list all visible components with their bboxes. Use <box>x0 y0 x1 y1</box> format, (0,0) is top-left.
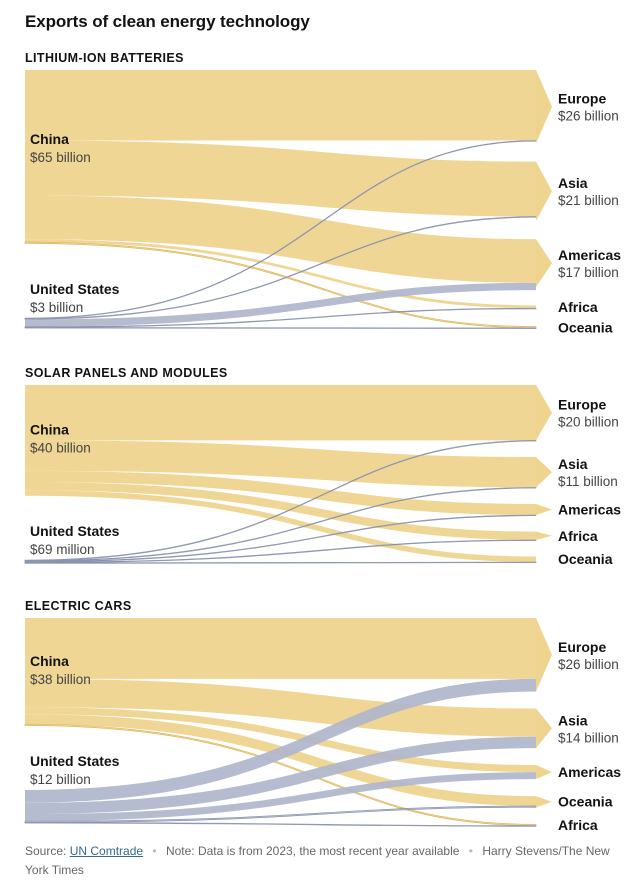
target-value: $14 billion <box>558 730 619 745</box>
flow-china-to-europe <box>25 618 536 679</box>
target-label: Europe <box>558 639 606 655</box>
target-label: Asia <box>558 456 588 472</box>
target-value: $17 billion <box>558 265 619 280</box>
flow-china-to-asia <box>25 678 536 737</box>
target-value: $26 billion <box>558 657 619 672</box>
flow-china-to-africa <box>25 481 536 540</box>
chart-panel: LITHIUM-ION BATTERIES China $65 billion Uni… <box>24 51 621 335</box>
source-label: United States <box>30 523 120 539</box>
target-arrow <box>536 503 552 516</box>
target-arrow <box>536 708 552 749</box>
flow-united-states-to-asia <box>24 487 537 562</box>
flow-united-states-to-oceania <box>24 327 537 329</box>
panel-title: SOLAR PANELS AND MODULES <box>25 366 228 380</box>
flow-china-to-americas <box>25 707 536 773</box>
flow-united-states-to-africa <box>24 307 537 328</box>
source-value: $38 billion <box>30 672 91 687</box>
target-label: Oceania <box>558 319 613 335</box>
target-value: $20 billion <box>558 415 619 430</box>
flow-china-to-americas <box>25 195 536 283</box>
source-value: $69 million <box>30 542 95 557</box>
target-value: $11 billion <box>558 474 618 489</box>
chart-title: Exports of clean energy technology <box>25 12 310 31</box>
chart-panel: ELECTRIC CARS China $38 billion United Stat… <box>24 599 621 833</box>
flow-china-to-oceania <box>25 714 536 806</box>
target-label: Africa <box>558 817 598 833</box>
source-link[interactable]: UN Comtrade <box>69 844 144 858</box>
source-label: China <box>30 653 69 669</box>
source-value: $12 billion <box>30 772 91 787</box>
flow-china-to-europe <box>25 70 536 141</box>
flow-united-states-to-americas <box>24 514 537 563</box>
target-label: Americas <box>558 502 621 518</box>
target-arrow <box>536 161 552 221</box>
target-label: Europe <box>558 91 606 107</box>
flow-united-states-to-oceania <box>24 561 537 564</box>
flow-china-to-europe <box>25 385 536 441</box>
flow-china-to-americas <box>25 470 536 516</box>
target-arrow <box>536 456 552 488</box>
target-label: Africa <box>558 528 598 544</box>
target-label: Americas <box>558 764 621 780</box>
target-arrow <box>536 70 552 144</box>
separator-dot: • <box>152 844 157 858</box>
target-label: Europe <box>558 397 606 413</box>
panel-title: LITHIUM-ION BATTERIES <box>25 51 184 65</box>
panel-title: ELECTRIC CARS <box>25 599 132 613</box>
chart-panel: SOLAR PANELS AND MODULES China $40 billion… <box>24 366 621 567</box>
target-arrow <box>536 385 552 441</box>
target-arrow <box>536 618 552 692</box>
source-prefix: Source: <box>25 844 67 858</box>
footer: Source: UN Comtrade • Note: Data is from… <box>25 842 627 880</box>
source-label: China <box>30 421 69 437</box>
flow-united-states-to-europe <box>25 678 536 803</box>
target-label: Oceania <box>558 551 613 567</box>
target-arrow <box>536 796 552 808</box>
flow-united-states-to-europe <box>24 440 537 562</box>
target-label: Asia <box>558 712 588 728</box>
target-arrow <box>536 531 552 540</box>
target-value: $21 billion <box>558 193 619 208</box>
target-value: $26 billion <box>558 109 619 124</box>
target-label: Asia <box>558 175 588 191</box>
footer-credit: Harry Stevens/The New York Times <box>25 844 610 877</box>
source-label: China <box>30 131 69 147</box>
source-value: $3 billion <box>30 300 83 315</box>
flow-united-states-to-americas <box>25 772 536 822</box>
source-label: United States <box>30 281 120 297</box>
source-value: $65 billion <box>30 150 91 165</box>
source-label: United States <box>30 753 120 769</box>
flow-united-states-to-africa <box>24 822 537 827</box>
flow-united-states-to-americas <box>25 282 536 327</box>
flow-china-to-asia <box>25 140 536 217</box>
footer-note: Note: Data is from 2023, the most recent… <box>165 844 460 858</box>
flow-china-to-asia <box>25 440 536 488</box>
target-arrow <box>536 239 552 288</box>
source-value: $40 billion <box>30 440 91 455</box>
target-label: Oceania <box>558 794 613 810</box>
flow-united-states-to-africa <box>24 539 537 564</box>
sankey-charts: LITHIUM-ION BATTERIES China $65 billion Uni… <box>24 51 621 833</box>
flow-united-states-to-asia <box>25 736 536 815</box>
target-label: Americas <box>558 247 621 263</box>
target-arrow <box>536 765 552 780</box>
separator-dot: • <box>468 844 473 858</box>
target-label: Africa <box>558 299 598 315</box>
